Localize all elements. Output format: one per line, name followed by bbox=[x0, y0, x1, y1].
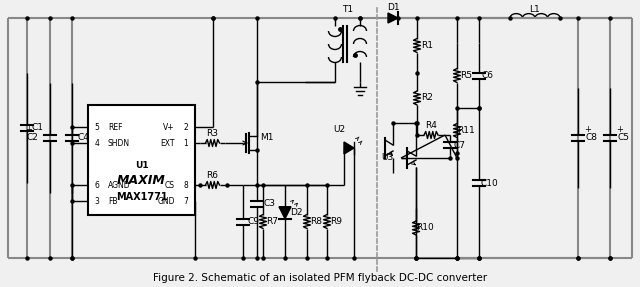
Text: CS: CS bbox=[165, 181, 175, 189]
Text: R6: R6 bbox=[207, 172, 218, 181]
Text: 4: 4 bbox=[95, 139, 99, 148]
Text: MAXIM: MAXIM bbox=[117, 174, 166, 187]
Text: T1: T1 bbox=[342, 5, 353, 15]
Text: MAX1771: MAX1771 bbox=[116, 192, 167, 202]
Text: +: + bbox=[584, 125, 591, 133]
Text: 7: 7 bbox=[184, 197, 188, 205]
Text: U1: U1 bbox=[134, 160, 148, 170]
Text: C1: C1 bbox=[32, 123, 44, 133]
Text: M1: M1 bbox=[260, 133, 274, 141]
Text: 5: 5 bbox=[95, 123, 99, 131]
Text: R3: R3 bbox=[207, 129, 218, 139]
Text: C4: C4 bbox=[77, 133, 89, 143]
Text: D2: D2 bbox=[290, 208, 302, 217]
Text: C5: C5 bbox=[617, 133, 629, 143]
Text: FB: FB bbox=[108, 197, 118, 205]
Text: U3: U3 bbox=[381, 154, 393, 162]
Text: C6: C6 bbox=[482, 71, 494, 80]
Text: GND: GND bbox=[157, 197, 175, 205]
Text: R5: R5 bbox=[460, 71, 472, 80]
Text: C3: C3 bbox=[264, 199, 276, 208]
Text: R2: R2 bbox=[421, 94, 433, 102]
Text: AGND: AGND bbox=[108, 181, 131, 189]
Text: C10: C10 bbox=[480, 179, 498, 187]
Text: 8: 8 bbox=[184, 181, 188, 189]
Text: 3: 3 bbox=[95, 197, 99, 205]
Text: Figure 2. Schematic of an isolated PFM flyback DC-DC converter: Figure 2. Schematic of an isolated PFM f… bbox=[153, 273, 487, 283]
Polygon shape bbox=[344, 142, 354, 154]
Text: R11: R11 bbox=[457, 126, 475, 135]
Text: 6: 6 bbox=[95, 181, 99, 189]
Bar bbox=[88, 105, 195, 215]
Text: 2: 2 bbox=[184, 123, 188, 131]
Polygon shape bbox=[388, 13, 398, 23]
Text: R10: R10 bbox=[416, 224, 434, 232]
Text: R4: R4 bbox=[425, 121, 437, 131]
Text: R9: R9 bbox=[330, 217, 342, 226]
Text: L1: L1 bbox=[530, 5, 540, 13]
Text: C7: C7 bbox=[453, 141, 465, 150]
Text: C2: C2 bbox=[26, 133, 38, 143]
Text: REF: REF bbox=[108, 123, 122, 131]
Text: C8: C8 bbox=[585, 133, 597, 143]
Text: +: + bbox=[26, 125, 33, 133]
Text: R1: R1 bbox=[421, 41, 433, 50]
Text: R8: R8 bbox=[310, 217, 322, 226]
Text: V+: V+ bbox=[163, 123, 175, 131]
Text: R7: R7 bbox=[266, 217, 278, 226]
Text: U2: U2 bbox=[333, 125, 345, 135]
Polygon shape bbox=[279, 207, 291, 219]
Text: EXT: EXT bbox=[161, 139, 175, 148]
Text: D1: D1 bbox=[387, 3, 399, 13]
Text: C9: C9 bbox=[247, 217, 259, 226]
Text: 1: 1 bbox=[184, 139, 188, 148]
Text: SHDN: SHDN bbox=[108, 139, 130, 148]
Text: +: + bbox=[616, 125, 623, 133]
